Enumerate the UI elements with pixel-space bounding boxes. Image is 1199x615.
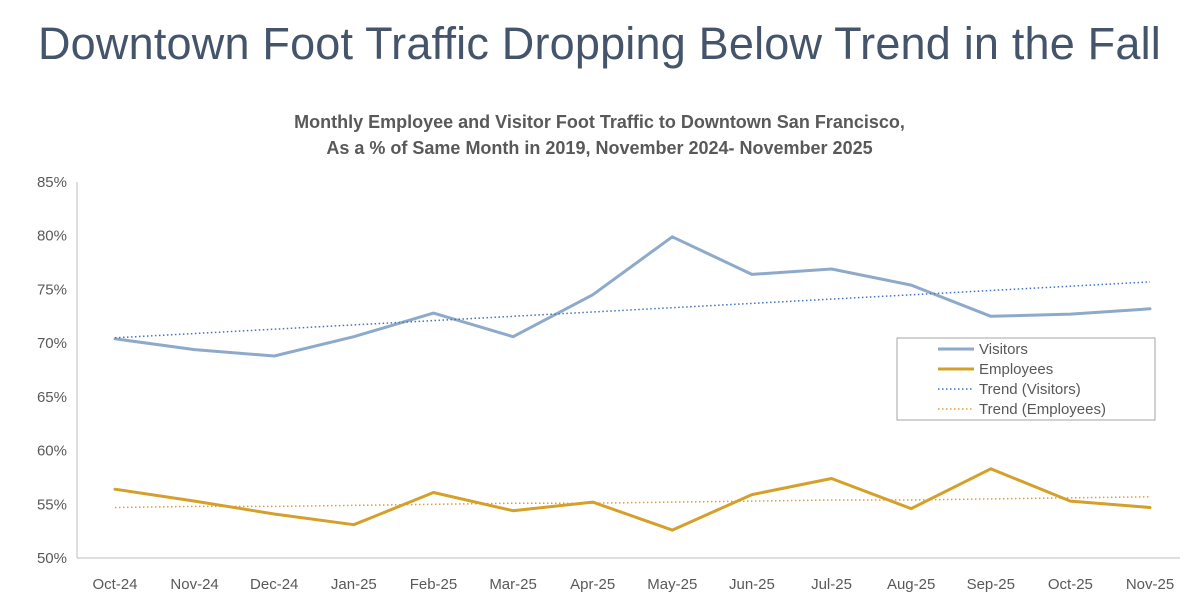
x-tick-label: Jul-25 [811,576,852,593]
chart-axes: 50% 55% 60% 65% 70% 75% 80% 85% Oct-24 Nov-24 Dec-… [37,174,1180,593]
x-tick-label: Jun-25 [729,576,775,593]
y-tick-label: 70% [37,335,67,352]
series-line-visitors [113,235,1152,358]
legend-label-trend-visitors: Trend (Visitors) [979,381,1081,398]
chart-plot-area [113,235,1152,532]
y-tick-label: 75% [37,281,67,298]
chart-legend: Visitors Employees Trend (Visitors) Trend (… [896,337,1156,421]
x-tick-label: Feb-25 [410,576,458,593]
legend-label-trend-employees: Trend (Employees) [979,401,1106,418]
series-line-trend-employees [114,496,1151,509]
legend-label-employees: Employees [979,361,1053,378]
x-tick-label: Aug-25 [887,576,935,593]
y-tick-label: 85% [37,174,67,191]
x-tick-label: Jan-25 [331,576,377,593]
headline: Downtown Foot Traffic Dropping Below Tre… [37,18,1161,69]
y-tick-label: 60% [37,443,67,460]
legend-label-visitors: Visitors [979,341,1028,358]
x-tick-label: Dec-24 [250,576,298,593]
chart-subtitle: As a % of Same Month in 2019, November 2… [326,138,873,158]
series-line-employees [113,467,1152,532]
y-tick-label: 80% [37,228,67,245]
x-tick-label: Sep-25 [967,576,1015,593]
x-tick-label: Oct-24 [92,576,137,593]
x-tick-label: Oct-25 [1048,576,1093,593]
x-tick-label: Nov-25 [1126,576,1174,593]
y-tick-label: 50% [37,550,67,567]
x-tick-label: Apr-25 [570,576,615,593]
x-tick-label: Nov-24 [170,576,218,593]
series-line-trend-visitors [114,281,1151,339]
chart-title: Monthly Employee and Visitor Foot Traffi… [294,112,905,132]
legend-box [896,337,1156,421]
y-tick-label: 55% [37,496,67,513]
x-tick-label: Mar-25 [489,576,537,593]
x-tick-label: May-25 [647,576,697,593]
y-tick-label: 65% [37,389,67,406]
